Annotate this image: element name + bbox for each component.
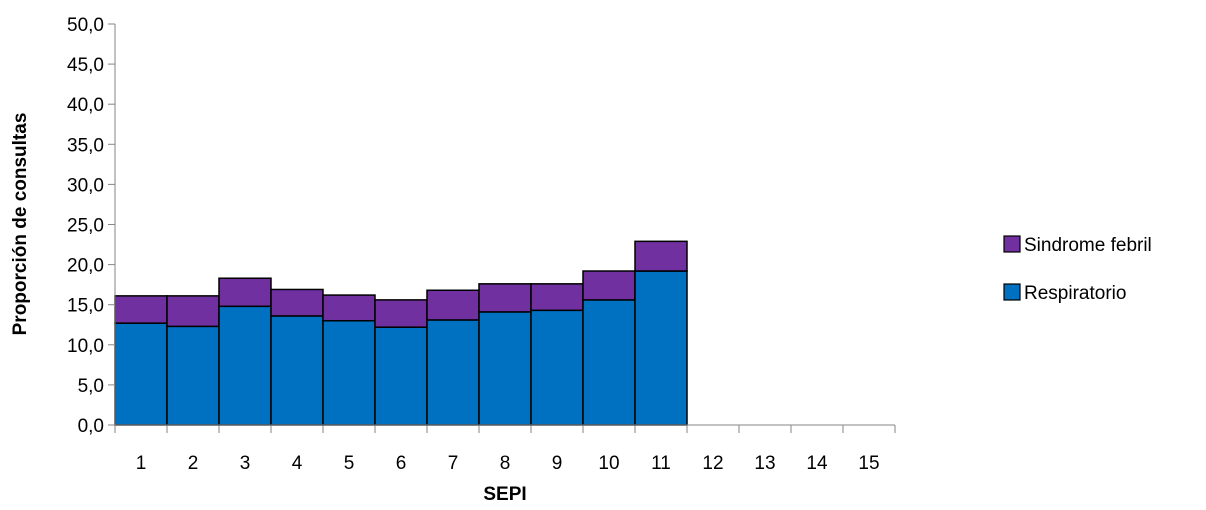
bar-sindrome-febril-3 bbox=[218, 277, 272, 308]
bar-respiratorio-11 bbox=[634, 270, 688, 426]
y-tick-label: 15,0 bbox=[67, 296, 104, 317]
legend-label-respiratorio: Respiratorio bbox=[1024, 283, 1126, 304]
x-tick-label: 13 bbox=[754, 453, 775, 474]
y-tick-label: 40,0 bbox=[67, 95, 104, 116]
bar-respiratorio-8 bbox=[478, 311, 532, 426]
bar-sindrome-febril-1 bbox=[114, 295, 168, 324]
bar-sindrome-febril-7 bbox=[426, 289, 480, 321]
bar-sindrome-febril-4 bbox=[270, 288, 324, 317]
x-tick-label: 15 bbox=[858, 453, 879, 474]
x-tick-label: 9 bbox=[552, 453, 563, 474]
bar-respiratorio-5 bbox=[322, 319, 376, 426]
legend-label-sindrome-febril: Sindrome febril bbox=[1024, 235, 1152, 256]
legend: Sindrome febril Respiratorio bbox=[1003, 235, 1152, 304]
bar-sindrome-febril-9 bbox=[530, 283, 584, 312]
x-tick-label: 14 bbox=[806, 453, 828, 474]
y-tick-label: 30,0 bbox=[67, 175, 104, 196]
bar-sindrome-febril-6 bbox=[374, 299, 428, 328]
y-tick-label: 35,0 bbox=[67, 135, 104, 156]
y-tick-label: 5,0 bbox=[78, 376, 104, 397]
bar-sindrome-febril-5 bbox=[322, 294, 376, 322]
x-tick-label: 10 bbox=[598, 453, 619, 474]
bar-respiratorio-1 bbox=[114, 322, 168, 426]
y-axis-title: Proporción de consultas bbox=[10, 113, 31, 336]
legend-swatch-respiratorio bbox=[1003, 283, 1021, 301]
bar-respiratorio-9 bbox=[530, 309, 584, 426]
bars-group bbox=[114, 240, 688, 426]
x-axis-title: SEPI bbox=[483, 484, 526, 505]
y-tick-label: 0,0 bbox=[78, 416, 104, 437]
x-tick-label: 7 bbox=[448, 453, 459, 474]
bar-respiratorio-3 bbox=[218, 305, 272, 426]
bar-respiratorio-4 bbox=[270, 315, 324, 426]
y-tick-label: 25,0 bbox=[67, 216, 104, 237]
bar-sindrome-febril-10 bbox=[582, 270, 636, 301]
y-tick-label: 45,0 bbox=[67, 55, 104, 76]
y-tick-label: 20,0 bbox=[67, 256, 104, 277]
tick-labels-group: 0,0 5,0 10,0 15,0 20,0 25,0 30,0 35,0 40,0 45,0 50… bbox=[67, 15, 880, 474]
x-tick-label: 1 bbox=[136, 453, 147, 474]
x-tick-label: 11 bbox=[651, 453, 671, 474]
axes-group bbox=[108, 23, 896, 433]
x-tick-label: 3 bbox=[240, 453, 251, 474]
y-tick-label: 50,0 bbox=[67, 15, 104, 36]
x-tick-label: 6 bbox=[396, 453, 407, 474]
bar-sindrome-febril-11 bbox=[634, 240, 688, 272]
x-tick-label: 12 bbox=[702, 453, 723, 474]
bar-sindrome-febril-8 bbox=[478, 283, 532, 313]
bar-respiratorio-6 bbox=[374, 326, 428, 426]
legend-swatch-sindrome-febril bbox=[1003, 235, 1021, 253]
x-tick-label: 4 bbox=[292, 453, 303, 474]
bar-respiratorio-2 bbox=[166, 325, 220, 426]
x-tick-label: 2 bbox=[188, 453, 199, 474]
y-tick-label: 10,0 bbox=[67, 336, 104, 357]
x-tick-label: 8 bbox=[500, 453, 511, 474]
bar-sindrome-febril-2 bbox=[166, 295, 220, 328]
bar-respiratorio-10 bbox=[582, 299, 636, 426]
bar-respiratorio-7 bbox=[426, 319, 480, 426]
x-tick-label: 5 bbox=[344, 453, 355, 474]
